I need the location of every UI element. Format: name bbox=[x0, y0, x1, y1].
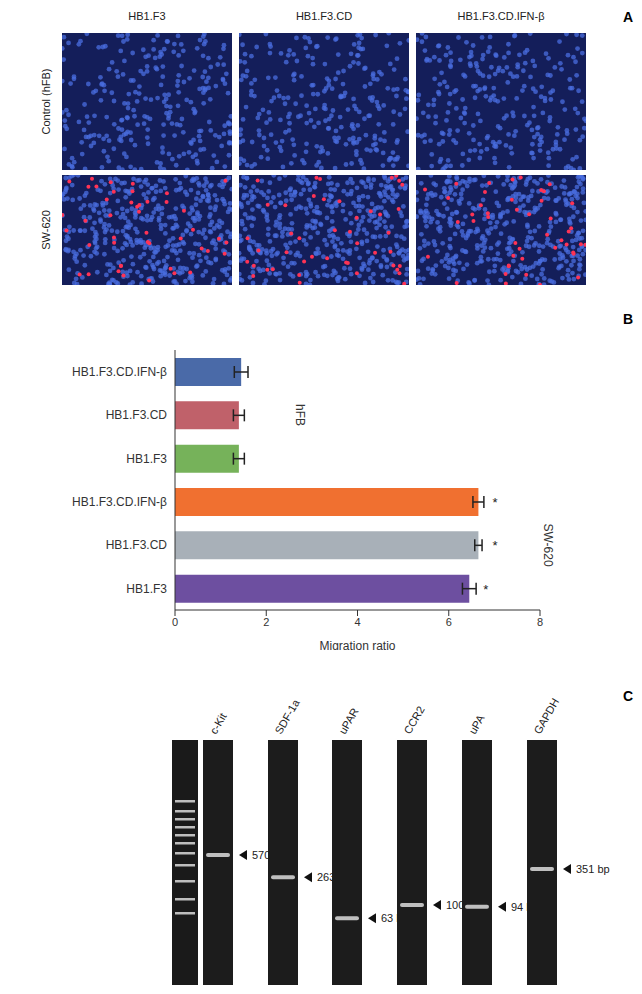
svg-text:CCR2: CCR2 bbox=[401, 704, 426, 736]
svg-text:0: 0 bbox=[172, 616, 178, 628]
svg-text:351 bp: 351 bp bbox=[576, 863, 610, 875]
svg-text:8: 8 bbox=[537, 616, 543, 628]
svg-text:uPAR: uPAR bbox=[336, 706, 360, 736]
svg-text:HB1.F3: HB1.F3 bbox=[126, 582, 167, 596]
svg-text:*: * bbox=[492, 538, 497, 553]
svg-text:C: C bbox=[623, 688, 633, 704]
svg-text:HB1.F3.CD.IFN-β: HB1.F3.CD.IFN-β bbox=[72, 365, 167, 379]
svg-text:HB1.F3.CD: HB1.F3.CD bbox=[106, 408, 168, 422]
svg-text:4: 4 bbox=[354, 616, 360, 628]
svg-text:HB1.F3: HB1.F3 bbox=[126, 452, 167, 466]
svg-text:63 bp: 63 bp bbox=[381, 912, 409, 925]
svg-text:HB1.F3: HB1.F3 bbox=[128, 10, 165, 22]
svg-text:HB1.F3.CD.IFN-β: HB1.F3.CD.IFN-β bbox=[72, 495, 167, 509]
svg-text:c-Kit: c-Kit bbox=[207, 711, 228, 736]
svg-text:SW-620: SW-620 bbox=[40, 210, 52, 250]
svg-text:B: B bbox=[623, 311, 633, 327]
svg-text:94 bp: 94 bp bbox=[511, 900, 539, 913]
svg-text:2: 2 bbox=[263, 616, 269, 628]
svg-text:SDF-1a: SDF-1a bbox=[272, 696, 302, 736]
svg-text:HB1.F3.CD: HB1.F3.CD bbox=[296, 10, 352, 22]
svg-text:Migration ratio: Migration ratio bbox=[319, 639, 395, 650]
svg-text:Control (hFB): Control (hFB) bbox=[40, 68, 52, 134]
html-text:hFB: hFB bbox=[293, 404, 307, 426]
svg-text:6: 6 bbox=[446, 616, 452, 628]
svg-text:HB1.F3.CD: HB1.F3.CD bbox=[106, 538, 168, 552]
svg-text:A: A bbox=[623, 9, 633, 25]
svg-text:GAPDH: GAPDH bbox=[531, 696, 561, 736]
svg-text:*: * bbox=[483, 582, 488, 597]
svg-text:uPA: uPA bbox=[466, 712, 487, 736]
html-text:SW-620: SW-620 bbox=[541, 523, 555, 567]
svg-text:*: * bbox=[492, 495, 497, 510]
svg-text:HB1.F3.CD.IFN-β: HB1.F3.CD.IFN-β bbox=[457, 10, 544, 22]
